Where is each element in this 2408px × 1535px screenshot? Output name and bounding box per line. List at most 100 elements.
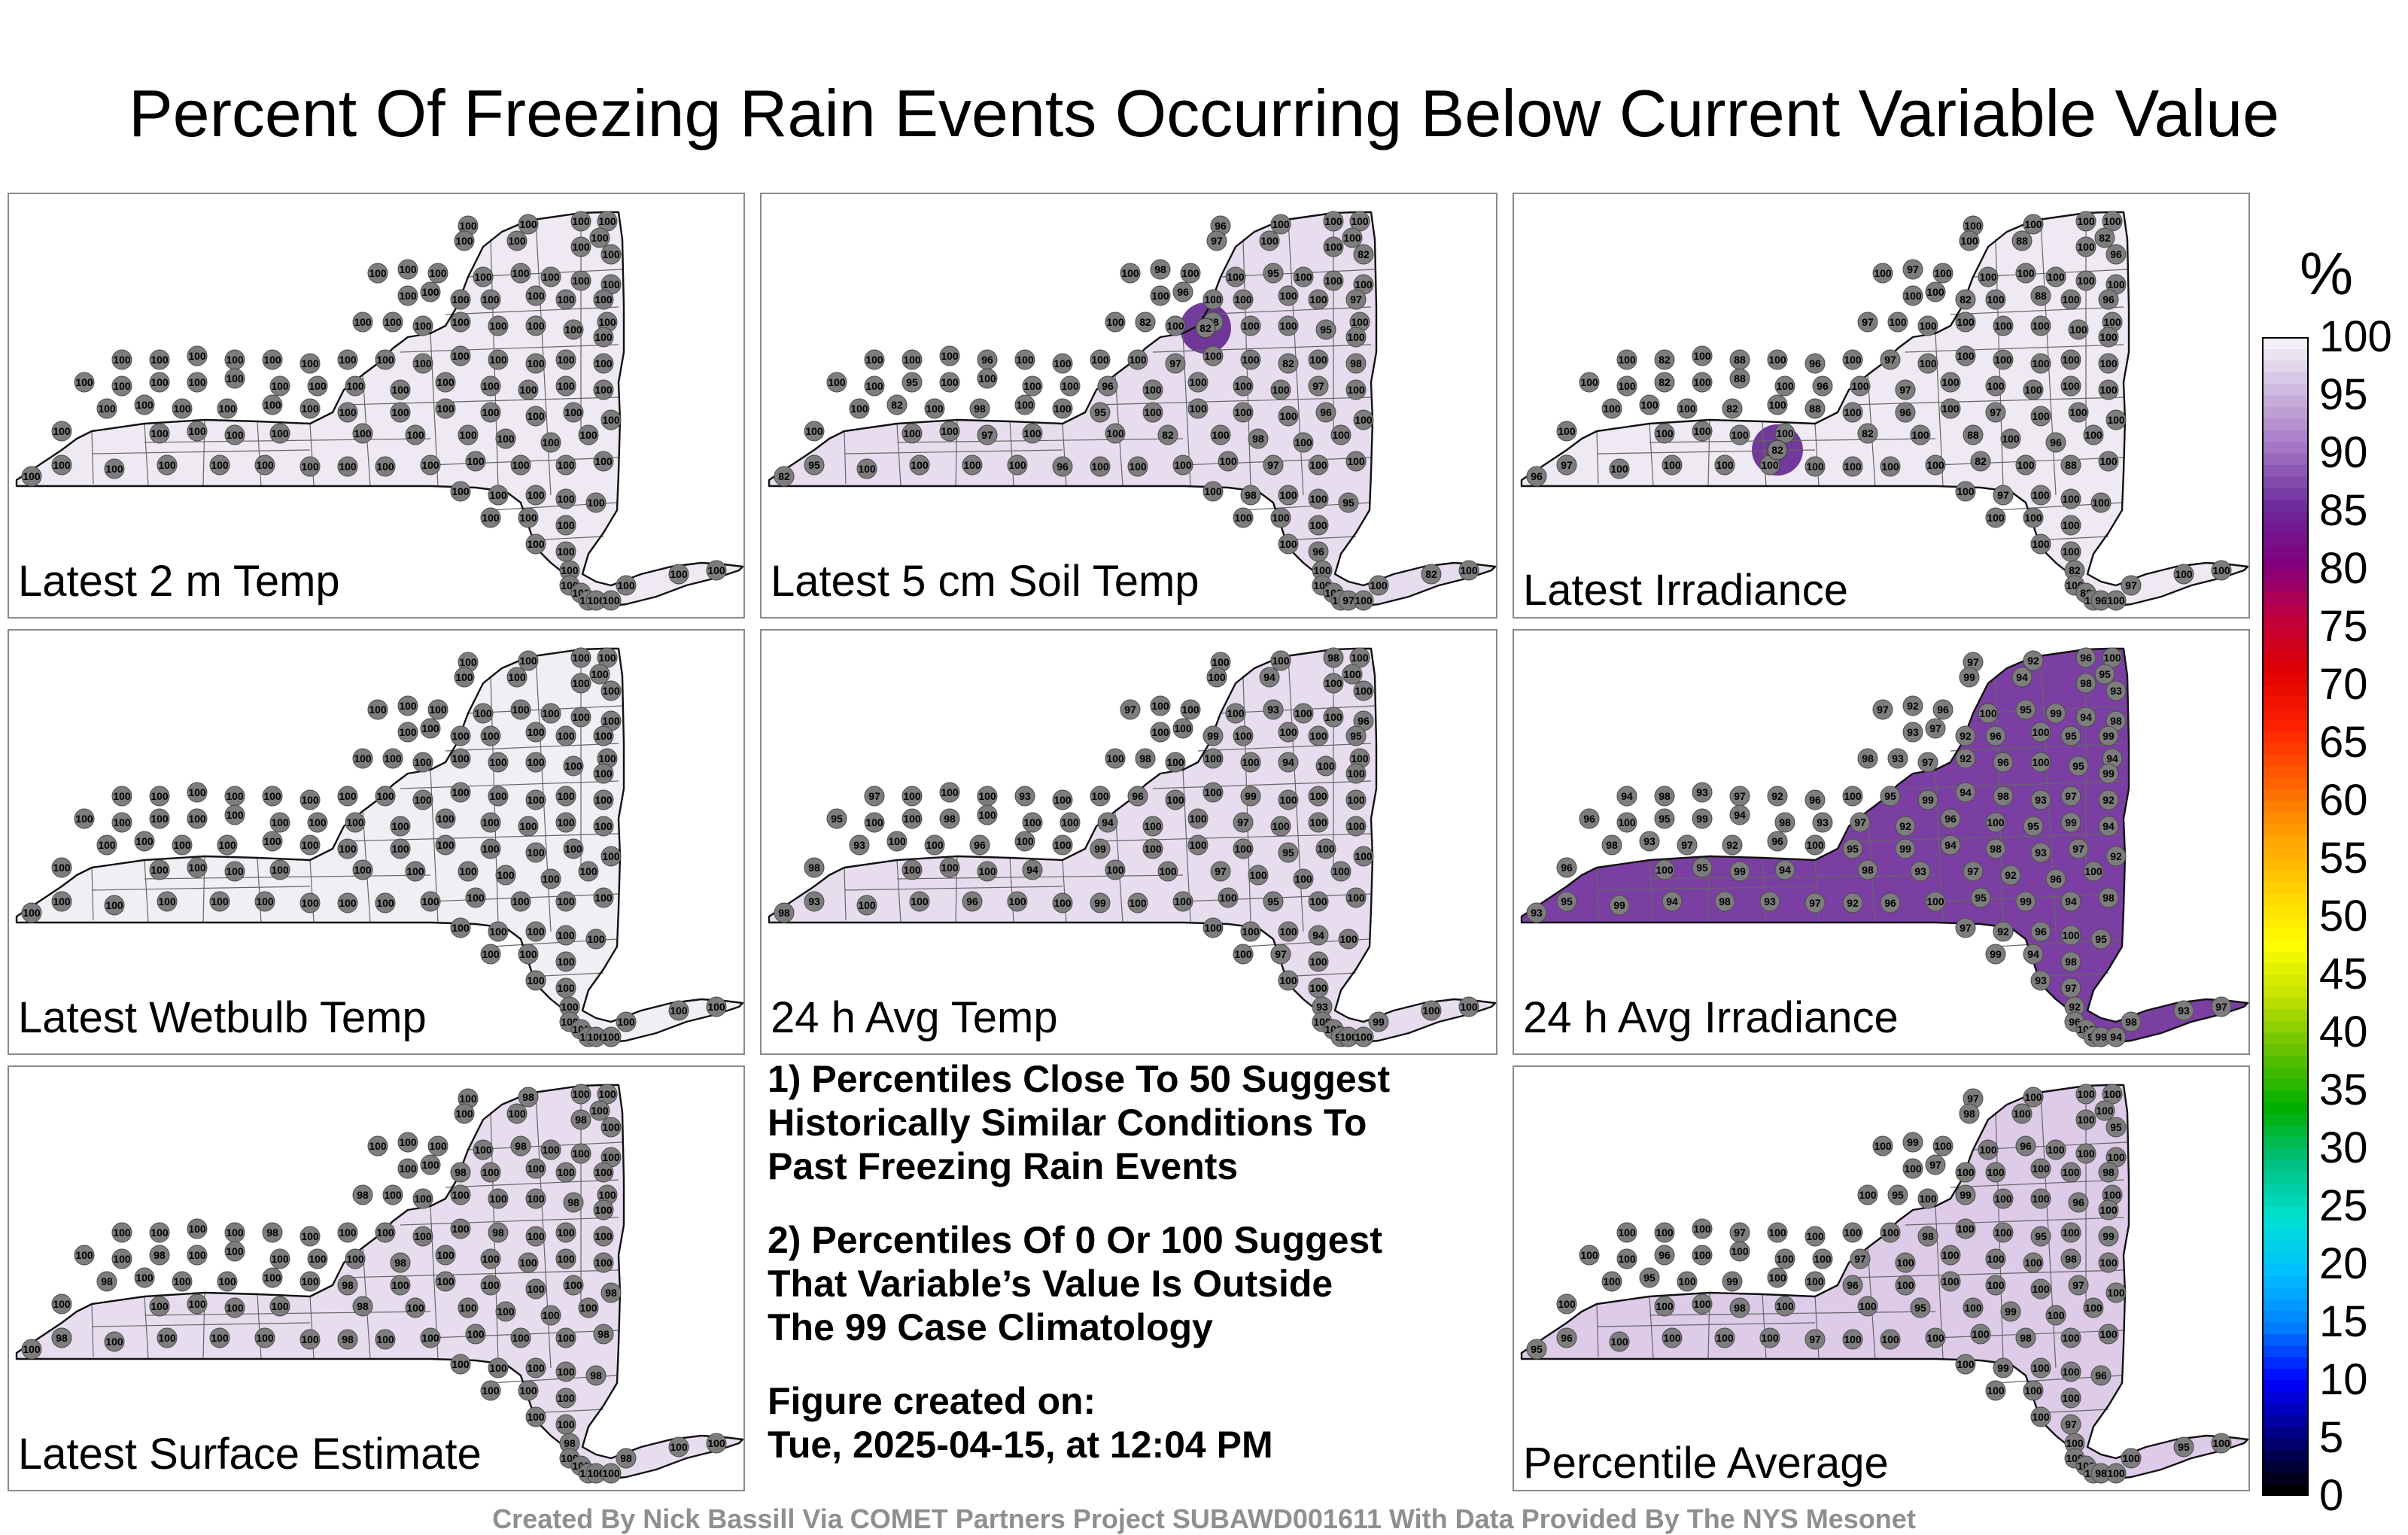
station-value: 100 [1144,406,1162,418]
station-marker [1654,349,1675,370]
station-marker [412,752,433,773]
station-marker [375,349,396,370]
station-marker [1714,454,1735,476]
station-marker [1345,327,1367,348]
station-marker [488,921,509,942]
station-value: 100 [1768,399,1786,411]
station-value: 100 [369,704,387,716]
station-marker [2098,379,2119,400]
station-value: 100 [2032,1411,2050,1423]
station-value: 100 [1806,1275,1824,1287]
station-marker [1135,748,1156,769]
station-value: 100 [2212,564,2230,576]
station-value: 98 [455,1166,467,1178]
station-marker [525,406,546,427]
station-marker [2173,1436,2194,1457]
station-marker [1692,782,1713,803]
station-value: 96 [974,839,986,851]
station-marker [51,857,72,878]
station-marker [187,1245,208,1266]
station-value: 100 [1317,760,1335,772]
station-value: 100 [414,794,432,806]
station-value: 100 [1144,843,1162,855]
station-value: 97 [1809,897,1821,909]
station-marker [337,892,358,913]
station-value: 100 [594,820,613,832]
county-line [445,743,619,752]
station-marker [1323,211,1344,232]
map-panel-percentile-average: 97 100 100 100 100 98 100 100 95 100 99 100 100 96 100… [1513,1065,2250,1491]
station-value: 100 [1960,235,1978,247]
station-value: 100 [376,897,394,909]
station-value: 97 [1862,316,1874,328]
station-value: 100 [542,1144,560,1156]
station-marker [555,515,576,536]
station-marker [1692,1218,1713,1239]
station-value: 100 [527,489,545,501]
station-marker [307,375,328,397]
station-marker [51,1293,72,1315]
station-marker [224,1241,245,1262]
station-value: 96 [1320,406,1332,418]
station-marker [1842,349,1863,370]
county-line [1762,857,1767,923]
station-value: 97 [1854,1253,1866,1265]
station-value: 100 [1054,403,1072,415]
station-marker [1955,345,1976,366]
county-line [1848,397,2124,406]
station-value: 100 [594,892,613,904]
station-value: 88 [1809,403,1821,415]
station-value: 100 [594,293,613,305]
station-marker [1978,1139,1999,1160]
station-value: 100 [557,816,575,828]
station-marker [510,263,531,284]
station-marker [1692,345,1713,366]
station-value: 93 [1817,816,1829,828]
colorbar-step [2262,569,2309,581]
station-marker [2060,1222,2081,1243]
station-value: 100 [564,760,582,772]
station-marker [1857,423,1878,444]
station-marker [1150,722,1171,743]
station-value: 100 [1964,220,1982,232]
station-marker [1187,398,1209,419]
station-marker [2030,1158,2051,1179]
colorbar-step [2262,1171,2309,1184]
station-marker [1872,1135,1893,1157]
colorbar-step [2262,1473,2309,1485]
station-marker [1206,667,1227,688]
station-value: 97 [2125,579,2137,591]
station-value: 98 [1922,1230,1934,1242]
station-value: 100 [226,429,244,441]
station-marker [1609,458,1630,479]
station-value: 100 [263,399,281,411]
station-value: 96 [1132,790,1144,802]
station-marker [149,808,170,829]
station-value: 100 [850,403,868,415]
station-marker [2023,214,2044,235]
station-marker [2090,929,2112,950]
station-value: 100 [391,1279,409,1291]
station-marker [1917,1226,1938,1247]
station-value: 100 [1279,726,1297,738]
station-value: 100 [579,1302,597,1314]
station-marker [149,423,170,444]
station-value: 100 [150,1226,169,1239]
station-value: 96 [2050,436,2062,448]
station-marker [1556,857,1577,878]
station-marker [2083,861,2104,882]
station-value: 100 [1166,756,1184,768]
station-marker [1315,755,1336,777]
credit-line: Created By Nick Bassill Via COMET Partne… [492,1503,1916,1534]
station-marker [525,789,546,810]
county-line [1096,833,1372,842]
station-value: 100 [150,376,169,388]
panel-label: Latest Wetbulb Temp [18,993,427,1042]
station-value: 100 [1693,1223,1711,1235]
station-marker [1601,398,1622,419]
station-marker [506,230,528,251]
notes-block: 1) Percentiles Close To 50 Suggest Histo… [768,1057,1467,1497]
station-marker [2121,575,2142,596]
station-value: 100 [467,1328,485,1340]
station-marker [1985,402,2006,423]
